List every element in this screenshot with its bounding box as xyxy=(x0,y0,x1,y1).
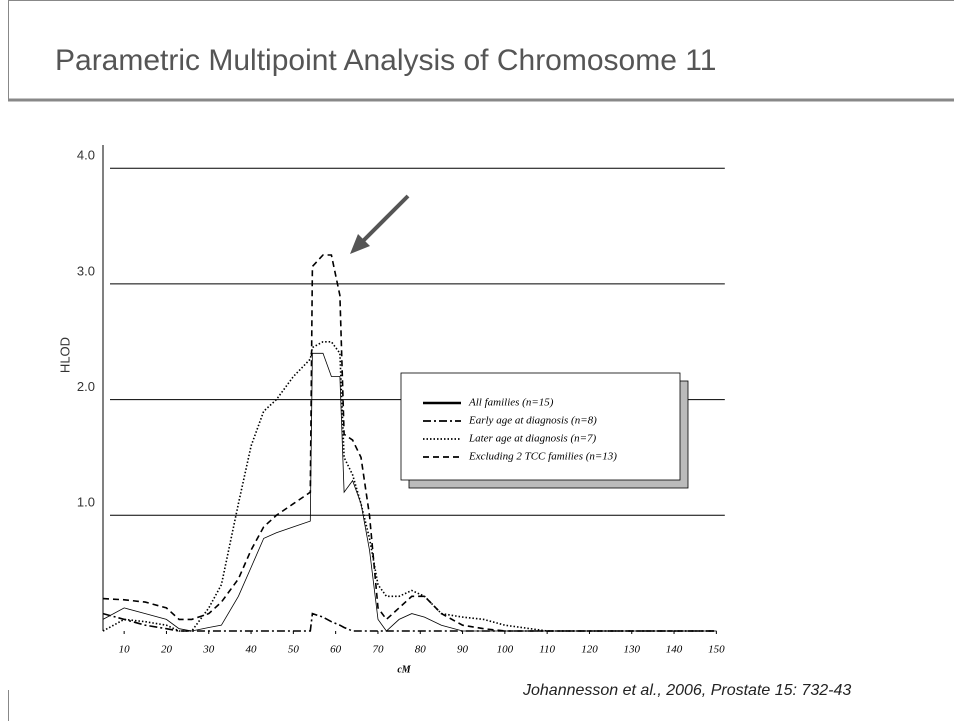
y-tick-label: 3.0 xyxy=(77,263,95,278)
x-tick-label: 30 xyxy=(202,644,215,656)
y-tick-label: 4.0 xyxy=(77,148,95,163)
x-tick-label: 130 xyxy=(624,644,641,656)
arrow-head xyxy=(350,234,370,254)
series-line xyxy=(102,612,717,632)
x-tick-label: 40 xyxy=(246,644,258,656)
x-tick-label: 120 xyxy=(581,644,598,656)
legend-box xyxy=(400,372,681,481)
x-tick-label: 20 xyxy=(161,644,173,656)
x-tick-label: 100 xyxy=(497,644,514,656)
x-tick-label: 60 xyxy=(330,644,342,656)
x-axis-label: cM xyxy=(397,664,411,675)
x-tick-label: 10 xyxy=(119,644,131,656)
x-tick-label: 150 xyxy=(708,644,725,656)
legend-label: Excluding 2 TCC families (n=13) xyxy=(468,451,617,463)
legend-label: Later age at diagnosis (n=7) xyxy=(468,433,597,445)
y-axis-label: HLOD xyxy=(57,337,72,373)
x-tick-label: 80 xyxy=(415,644,427,656)
series-line xyxy=(102,341,717,632)
x-tick-label: 50 xyxy=(288,644,300,656)
citation: Johannesson et al., 2006, Prostate 15: 7… xyxy=(522,682,851,699)
legend-label: All families (n=15) xyxy=(468,397,554,409)
series-line xyxy=(102,352,717,632)
x-tick-label: 140 xyxy=(666,644,683,656)
slide-title: Parametric Multipoint Analysis of Chromo… xyxy=(55,44,716,77)
x-tick-label: 90 xyxy=(457,644,469,656)
y-tick-label: 2.0 xyxy=(77,379,95,394)
series-line xyxy=(102,254,717,632)
legend-label: Early age at diagnosis (n=8) xyxy=(468,415,597,427)
y-tick-label: 1.0 xyxy=(77,495,95,510)
x-tick-label: 110 xyxy=(539,644,555,656)
arrow xyxy=(356,194,410,248)
x-tick-label: 70 xyxy=(372,644,384,656)
